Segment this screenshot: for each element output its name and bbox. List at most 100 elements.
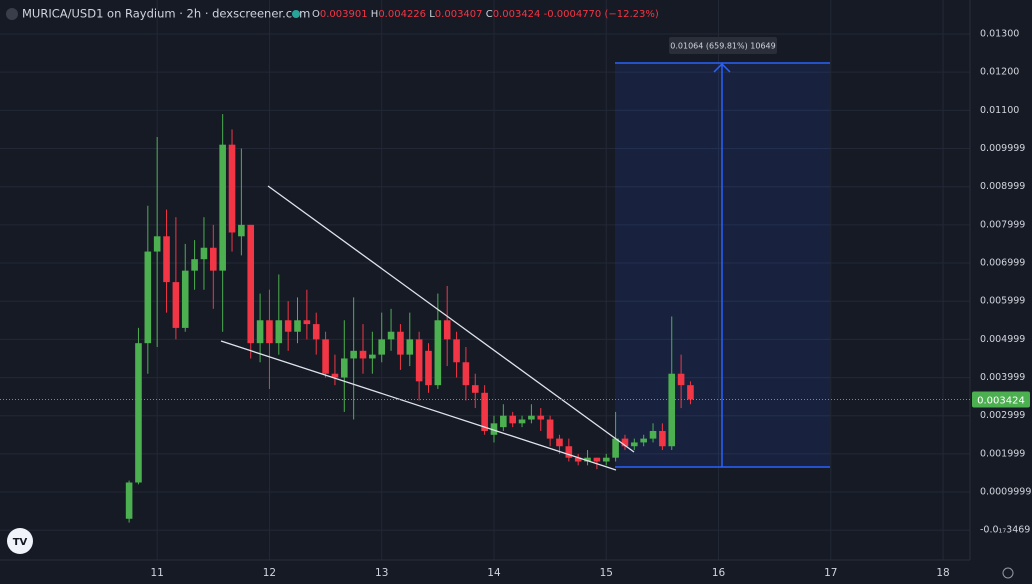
y-tick-label: 0.01200 xyxy=(980,67,1019,78)
candle-body xyxy=(387,331,395,340)
candle-body xyxy=(191,259,198,271)
candle-body xyxy=(247,224,255,344)
candle-body xyxy=(462,362,470,386)
candle-body xyxy=(172,282,180,328)
candle-body xyxy=(528,415,535,420)
candle-body xyxy=(144,251,152,344)
candle-body xyxy=(284,320,292,332)
candle-body xyxy=(228,144,236,233)
candle-body xyxy=(621,438,629,447)
candle-body xyxy=(350,350,357,359)
candle-body xyxy=(219,144,226,271)
settings-icon xyxy=(1002,567,1014,579)
y-tick-label: 0.0009999 xyxy=(980,487,1031,498)
measure-label-box xyxy=(669,37,777,54)
x-tick-label: 18 xyxy=(936,567,949,579)
last-price-label: 0.003424 xyxy=(977,396,1025,407)
o-label: O xyxy=(312,9,320,20)
candle-body xyxy=(500,415,507,428)
candle-body xyxy=(602,457,610,462)
y-tick-label: 0.002999 xyxy=(980,410,1025,421)
x-tick-label: 16 xyxy=(712,567,726,579)
token-icon xyxy=(6,8,18,20)
candle-body xyxy=(593,457,601,462)
status-dot xyxy=(292,10,300,18)
candle-body xyxy=(125,482,133,519)
candle-body xyxy=(266,320,273,344)
y-tick-label: 0.006999 xyxy=(980,258,1025,269)
candle-body xyxy=(565,446,573,458)
tv-logo xyxy=(7,528,33,554)
y-tick-label: 0.009999 xyxy=(980,143,1025,154)
candle-body xyxy=(340,358,348,378)
candle-body xyxy=(518,419,526,424)
candle-body xyxy=(434,320,442,386)
candle-body xyxy=(425,350,432,386)
y-tick-label: 0.008999 xyxy=(980,181,1025,192)
last-price-tag xyxy=(972,391,1030,408)
y-tick-label: 0.01100 xyxy=(980,105,1019,116)
candle-body xyxy=(668,373,676,447)
chart-title: MURICA/USD1 on Raydium · 2h · dexscreene… xyxy=(22,7,310,21)
ohlc-legend: O0.003901 H0.004226 L0.003407 C0.003424 … xyxy=(312,9,659,20)
candle-body xyxy=(659,430,666,447)
candle-body xyxy=(687,385,694,400)
c-value: 0.003424 xyxy=(493,9,541,20)
candle-body xyxy=(294,320,301,332)
candle-body xyxy=(631,442,638,447)
candle-body xyxy=(200,247,208,260)
trend-line-lower xyxy=(220,340,617,471)
measure-label: 0.01064 (659.81%) 10649 xyxy=(670,42,775,51)
trend-line-upper xyxy=(267,185,635,453)
candle-body xyxy=(612,438,619,458)
candle-body xyxy=(415,339,423,382)
candle-body xyxy=(537,415,545,420)
grid xyxy=(0,0,970,560)
candle-body xyxy=(359,350,367,359)
y-tick-label: 0.01300 xyxy=(980,28,1019,39)
x-tick-label: 17 xyxy=(824,567,837,579)
candle-body xyxy=(153,236,161,252)
candle-body xyxy=(238,224,245,237)
y-tick-label: 0.003999 xyxy=(980,372,1025,383)
x-tick-label: 15 xyxy=(600,567,613,579)
x-tick-label: 13 xyxy=(375,567,388,579)
candle-body xyxy=(574,457,582,462)
candle-body xyxy=(331,373,339,378)
candle-body xyxy=(509,415,516,424)
candle-body xyxy=(649,430,657,439)
candle-body xyxy=(471,385,479,393)
x-tick-label: 12 xyxy=(263,567,276,579)
candle-body xyxy=(481,392,488,431)
o-value: 0.003901 xyxy=(320,9,368,20)
candle-body xyxy=(640,438,647,443)
measure-arrow-head xyxy=(713,62,731,73)
candle-body xyxy=(546,419,554,439)
candle-body xyxy=(181,270,189,328)
candle-body xyxy=(453,339,460,363)
h-label: H xyxy=(371,9,379,20)
c-label: C xyxy=(486,9,493,20)
y-tick-label: 0.005999 xyxy=(980,296,1025,307)
candle-body xyxy=(256,320,264,344)
x-tick-label: 11 xyxy=(150,567,163,579)
x-tick-label: 14 xyxy=(487,567,501,579)
candle-body xyxy=(275,320,283,344)
candle-body xyxy=(135,343,142,483)
candles xyxy=(125,114,694,523)
l-value: 0.003407 xyxy=(435,9,483,20)
candle-body xyxy=(490,423,498,435)
candle-body xyxy=(584,457,591,462)
candle-body xyxy=(210,247,217,271)
candle-body xyxy=(312,324,320,340)
change: -0.0004770 (−12.23%) xyxy=(544,9,659,20)
candle-body xyxy=(378,339,386,355)
h-value: 0.004226 xyxy=(378,9,426,20)
y-tick-label: 0.007999 xyxy=(980,219,1025,230)
candle-body xyxy=(397,331,404,355)
candle-body xyxy=(406,339,414,355)
candle-body xyxy=(163,236,170,283)
tv-logo-mark: TV xyxy=(13,537,28,548)
candle-body xyxy=(556,438,563,447)
